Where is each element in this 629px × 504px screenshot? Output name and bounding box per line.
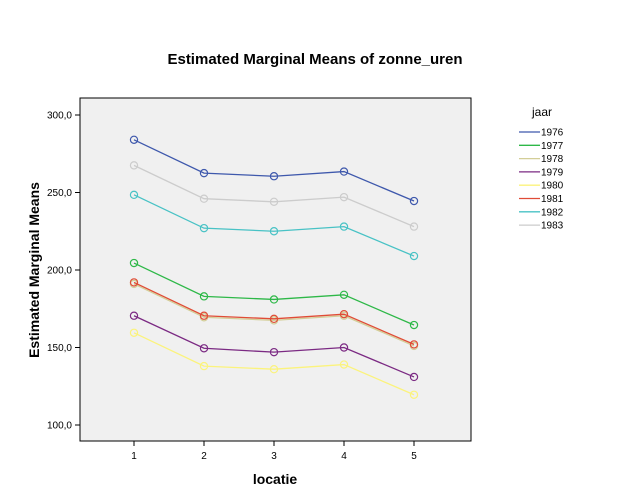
y-tick-label: 150,0 [47, 343, 72, 354]
data-point [409, 320, 419, 330]
legend-label: 1976 [541, 128, 564, 139]
data-point [269, 172, 279, 181]
data-point [339, 192, 349, 202]
data-point [129, 311, 139, 320]
data-point [409, 222, 419, 231]
series-line [133, 194, 415, 257]
series-1982 [129, 190, 419, 261]
series-1983 [129, 161, 419, 231]
data-point [339, 343, 349, 352]
x-tick-label: 5 [411, 451, 417, 462]
data-point [199, 292, 209, 301]
data-point [129, 328, 139, 337]
legend-item: 1980 [519, 181, 564, 192]
series-line [133, 281, 415, 345]
series-line [133, 315, 415, 378]
data-point [409, 340, 419, 349]
series-line [133, 332, 415, 396]
legend-label: 1978 [541, 154, 564, 165]
data-point [269, 197, 279, 206]
x-tick-label: 2 [201, 451, 207, 462]
data-point [339, 222, 349, 231]
legend-title: jaar [531, 105, 552, 119]
y-axis-title: Estimated Marginal Means [26, 182, 42, 358]
data-point [129, 161, 139, 170]
legend-label: 1981 [541, 194, 564, 205]
legend-label: 1977 [541, 141, 564, 152]
legend-label: 1983 [541, 221, 564, 232]
data-point [269, 295, 279, 304]
data-point [199, 168, 209, 178]
chart-title: Estimated Marginal Means of zonne_uren [167, 51, 462, 68]
data-point [129, 278, 139, 287]
x-tick-label: 1 [131, 451, 137, 462]
data-point [199, 344, 209, 353]
y-axis: 100,0 150,0 200,0 250,0 300,0 [47, 111, 80, 432]
x-tick-label: 4 [341, 451, 347, 462]
x-axis-title: locatie [253, 471, 298, 487]
series-1981 [129, 278, 419, 349]
plot-area [79, 97, 472, 442]
data-point [199, 311, 209, 320]
data-point [409, 251, 419, 261]
legend-item: 1983 [519, 221, 564, 232]
data-point [409, 372, 419, 382]
series-1976 [129, 135, 419, 206]
legend-label: 1979 [541, 167, 564, 178]
legend-item: 1976 [519, 128, 564, 139]
data-point [199, 223, 209, 233]
data-point [339, 290, 349, 299]
data-point [409, 390, 419, 399]
data-point [269, 314, 279, 324]
legend-item: 1982 [519, 207, 564, 218]
series-1979 [129, 311, 419, 382]
data-point [269, 365, 279, 374]
y-tick-label: 200,0 [47, 266, 72, 277]
data-point [129, 135, 139, 144]
legend-item: 1981 [519, 194, 564, 205]
data-point [129, 258, 139, 268]
series-line [133, 139, 415, 202]
series-line [133, 164, 415, 228]
data-point [339, 309, 349, 319]
x-tick-label: 3 [271, 451, 277, 462]
legend: jaar 1976 1977 1978 1979 1980 1981 1982 1983 [519, 105, 564, 232]
series-1977 [129, 258, 419, 330]
legend-item: 1977 [519, 141, 564, 152]
y-tick-label: 250,0 [47, 188, 72, 199]
series-1980 [129, 328, 419, 399]
y-tick-label: 100,0 [47, 421, 72, 432]
data-point [269, 227, 279, 236]
series-layer [129, 135, 419, 399]
data-point [199, 194, 209, 203]
data-point [199, 361, 209, 371]
series-line [133, 283, 415, 347]
y-tick-label: 300,0 [47, 111, 72, 122]
data-point [269, 347, 279, 357]
series-line [133, 262, 415, 326]
data-point [339, 360, 349, 369]
x-axis: 1 2 3 4 5 [131, 441, 417, 462]
data-point [129, 190, 139, 200]
legend-item: 1978 [519, 154, 564, 165]
data-point [409, 196, 419, 206]
legend-label: 1980 [541, 181, 564, 192]
legend-label: 1982 [541, 207, 564, 218]
legend-item: 1979 [519, 167, 564, 178]
data-point [339, 167, 349, 176]
